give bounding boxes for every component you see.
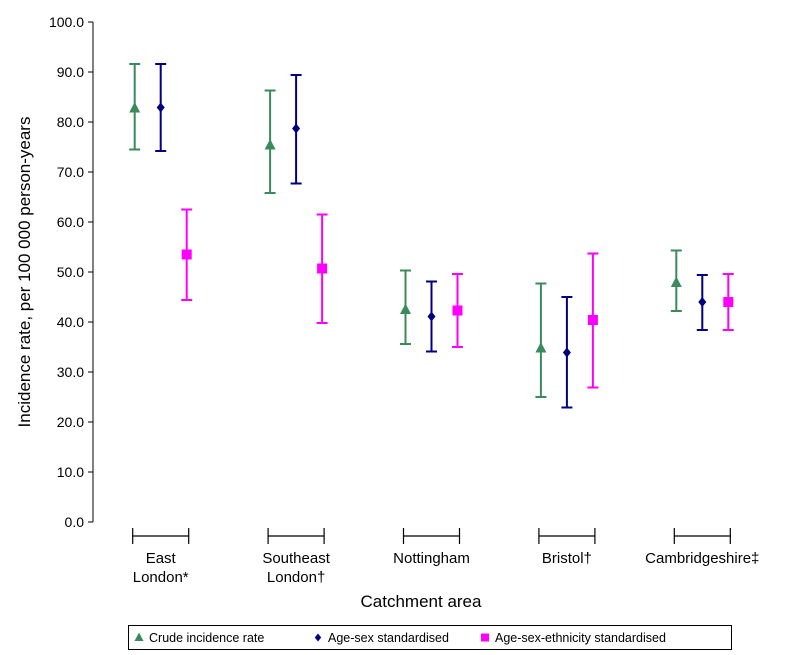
y-tick-label: 0.0 xyxy=(65,514,85,530)
legend-square-marker xyxy=(481,633,489,642)
diamond-marker xyxy=(156,102,165,113)
category-label: Cambridgeshire‡ xyxy=(645,550,759,567)
y-tick-label: 30.0 xyxy=(57,364,84,380)
series-square xyxy=(181,208,734,389)
x-axis-title: Catchment area xyxy=(361,592,482,611)
triangle-marker xyxy=(400,303,411,314)
triangle-marker xyxy=(129,102,141,113)
legend-label: Crude incidence rate xyxy=(149,631,264,645)
category-label: Bristol† xyxy=(542,550,592,567)
y-tick-label: 50.0 xyxy=(57,264,84,280)
legend-box xyxy=(128,625,732,650)
triangle-marker xyxy=(670,276,682,287)
diamond-marker xyxy=(562,347,571,358)
category-label: Southeast xyxy=(262,550,330,567)
y-tick-label: 20.0 xyxy=(57,414,84,430)
y-tick-label: 80.0 xyxy=(57,114,84,130)
y-tick-label: 10.0 xyxy=(57,464,84,480)
plot-area xyxy=(129,63,734,409)
category-label: London† xyxy=(267,569,325,586)
y-tick-label: 90.0 xyxy=(57,64,84,80)
y-tick-label: 100.0 xyxy=(49,14,84,30)
y-axis-title: Incidence rate, per 100 000 person-years xyxy=(15,117,34,428)
category-label: London* xyxy=(133,569,189,586)
category-label: Nottingham xyxy=(393,550,470,567)
square-marker xyxy=(452,305,463,316)
square-marker xyxy=(587,315,598,325)
legend-triangle-marker xyxy=(134,632,144,641)
y-axis: 0.0 10.0 20.0 30.0 40.0 50.0 60.0 70.0 80.0 90.0 1… xyxy=(49,14,94,530)
x-axis: East London* Southeast London† Nottingham Bri… xyxy=(132,528,759,586)
series-diamond xyxy=(155,63,708,409)
series-triangle xyxy=(129,63,682,398)
y-tick-label: 70.0 xyxy=(57,164,84,180)
diamond-marker xyxy=(427,311,436,322)
legend-label: Age-sex-ethnicity standardised xyxy=(495,631,666,645)
legend-label: Age-sex standardised xyxy=(328,631,449,645)
y-tick-label: 60.0 xyxy=(57,214,84,230)
legend-diamond-marker xyxy=(314,633,322,642)
triangle-marker xyxy=(535,342,547,353)
diamond-marker xyxy=(698,297,707,307)
category-label: East xyxy=(146,550,177,567)
triangle-marker xyxy=(264,139,276,150)
y-tick-label: 40.0 xyxy=(57,314,84,330)
square-marker xyxy=(317,263,328,274)
square-marker xyxy=(181,249,192,260)
legend: Crude incidence rate Age-sex standardised… xyxy=(128,625,732,650)
diamond-marker xyxy=(292,123,301,134)
square-marker xyxy=(723,297,734,307)
